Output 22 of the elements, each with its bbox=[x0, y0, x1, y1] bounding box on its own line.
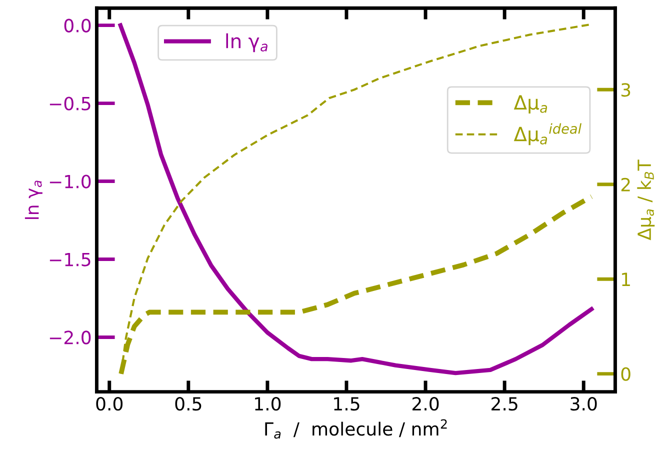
y2-axis-title: Δμ$_{a}$ / k$_{B}$T bbox=[637, 160, 655, 240]
y-tick-label: −0.5 bbox=[50, 96, 90, 110]
y2-tick-label: 3 bbox=[621, 83, 630, 97]
x-tick-label: 1.5 bbox=[334, 397, 360, 411]
legend-label: Δμ$_{a}$ bbox=[514, 95, 548, 114]
legend-label: Δμ$_{a}$$^{ideal}$ bbox=[514, 123, 582, 146]
x-tick-label: 0.5 bbox=[175, 396, 202, 411]
x-tick-label: 2.5 bbox=[492, 396, 518, 411]
y-tick-label: −2.0 bbox=[50, 330, 91, 344]
y-tick-label: −1.0 bbox=[50, 174, 91, 188]
y2-tick-label: 2 bbox=[621, 178, 630, 192]
y2-tick-label: 1 bbox=[622, 272, 630, 286]
y-tick-label: −1.5 bbox=[50, 252, 90, 266]
y-tick-label: 0.0 bbox=[64, 18, 91, 32]
x-tick-label: 2.0 bbox=[412, 396, 439, 411]
x-tick-label: 3.0 bbox=[570, 396, 597, 411]
x-tick-label: 1.0 bbox=[255, 396, 281, 411]
x-tick-label: 0.0 bbox=[96, 396, 123, 411]
legend-label: ln γ$_{a}$ bbox=[226, 33, 268, 52]
y2-tick-label: 0 bbox=[621, 367, 630, 381]
x-axis-title: Γ$_{a}$ / molecule / nm$^{2}$ bbox=[265, 419, 447, 439]
y-axis-title: ln γ$_{a}$ bbox=[24, 180, 42, 219]
